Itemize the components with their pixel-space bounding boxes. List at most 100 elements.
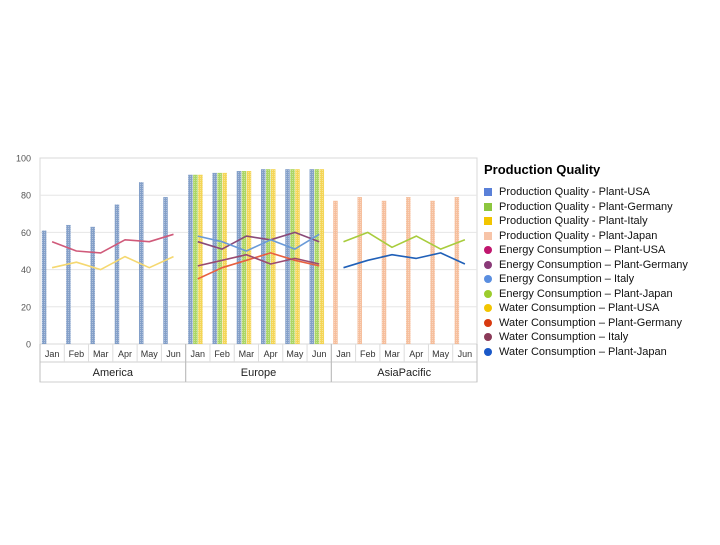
- legend-label: Water Consumption – Plant-Germany: [499, 316, 682, 329]
- legend: Production Quality Production Quality - …: [484, 162, 716, 359]
- group-label: America: [93, 367, 134, 379]
- y-tick-label: 0: [26, 340, 31, 350]
- legend-label: Water Consumption – Italy: [499, 331, 629, 344]
- bar-texture: [265, 169, 271, 344]
- bar-texture: [381, 200, 387, 344]
- bar-texture: [270, 169, 276, 344]
- legend-items: Production Quality - Plant-USA Productio…: [484, 185, 716, 359]
- x-tick-label: Feb: [360, 349, 376, 359]
- x-tick-label: Jun: [166, 349, 181, 359]
- x-tick-label: Jan: [191, 349, 206, 359]
- legend-label: Production Quality - Plant-Italy: [499, 215, 648, 228]
- bar-texture: [406, 197, 411, 344]
- legend-label: Production Quality - Plant-USA: [499, 186, 651, 199]
- bar-texture: [314, 169, 320, 344]
- series-line: [197, 253, 320, 267]
- x-tick-label: Feb: [69, 349, 85, 359]
- line-layer: [51, 231, 466, 280]
- x-tick-label: Jan: [336, 349, 351, 359]
- legend-item: Energy Consumption – Plant-USA: [484, 243, 716, 258]
- legend-swatch-8: [484, 304, 492, 313]
- series-line: [197, 252, 320, 280]
- bar-texture: [241, 171, 247, 344]
- legend-item: Production Quality - Plant-Italy: [484, 214, 716, 229]
- bar-texture: [66, 224, 71, 344]
- legend-swatch-6: [484, 275, 492, 284]
- legend-label: Energy Consumption – Plant-Germany: [499, 258, 688, 271]
- legend-item: Energy Consumption – Italy: [484, 272, 716, 287]
- legend-title: Production Quality: [484, 162, 601, 177]
- legend-swatch-0: [484, 188, 492, 197]
- legend-item: Water Consumption – Plant-Germany: [484, 316, 716, 331]
- x-tick-label: Feb: [214, 349, 230, 359]
- legend-label: Energy Consumption – Plant-Japan: [499, 287, 673, 300]
- bar-texture: [222, 172, 227, 344]
- y-tick-label: 20: [21, 302, 31, 312]
- legend-label: Water Consumption – Plant-USA: [499, 302, 660, 315]
- x-tick-label: Jun: [312, 349, 327, 359]
- bar-texture: [114, 204, 120, 344]
- bar-texture: [454, 197, 460, 344]
- legend-swatch-3: [484, 231, 492, 240]
- legend-label: Energy Consumption – Italy: [499, 273, 635, 286]
- group-label: Europe: [241, 367, 276, 379]
- y-tick-label: 40: [21, 265, 31, 275]
- series-line: [51, 255, 174, 271]
- legend-item: Production Quality - Plant-Germany: [484, 200, 716, 215]
- bar-texture: [236, 171, 242, 344]
- bar-texture: [138, 182, 144, 344]
- bar-texture: [260, 169, 266, 344]
- bar-texture: [193, 174, 198, 344]
- bar-texture: [246, 171, 252, 344]
- x-tick-label: May: [432, 349, 450, 359]
- y-tick-label: 80: [21, 191, 31, 201]
- bar-texture: [163, 197, 168, 344]
- legend-swatch-10: [484, 333, 492, 342]
- bar-texture: [285, 169, 290, 344]
- x-tick-label: May: [286, 349, 304, 359]
- x-tick-label: Jun: [458, 349, 473, 359]
- axis-layer: 0 20 40 60 80 100 Jan Feb Mar Apr May Jun America Jan…: [16, 154, 478, 383]
- x-tick-label: Apr: [118, 349, 132, 359]
- bar-texture: [198, 174, 203, 344]
- bar-texture: [430, 200, 435, 344]
- x-tick-label: May: [141, 349, 159, 359]
- bar-texture: [357, 197, 362, 344]
- y-tick-label: 60: [21, 228, 31, 238]
- series-line: [343, 231, 466, 250]
- legend-swatch-1: [484, 202, 492, 211]
- series-line: [197, 231, 320, 250]
- series-line: [51, 233, 174, 254]
- legend-swatch-5: [484, 260, 492, 269]
- x-tick-label: Apr: [264, 349, 278, 359]
- legend-item: Energy Consumption – Plant-Germany: [484, 258, 716, 273]
- x-tick-label: Mar: [93, 349, 109, 359]
- legend-label: Production Quality - Plant-Japan: [499, 229, 658, 242]
- bar-texture: [90, 226, 95, 344]
- bar-texture: [309, 169, 315, 344]
- y-tick-label: 100: [16, 154, 31, 164]
- bar-texture: [319, 169, 325, 344]
- bar-layer: [41, 169, 460, 344]
- bar-texture: [333, 200, 338, 344]
- legend-swatch-9: [484, 318, 492, 327]
- legend-item: Production Quality - Plant-Japan: [484, 229, 716, 244]
- bar-texture: [217, 172, 222, 344]
- bar-texture: [295, 169, 300, 344]
- legend-item: Water Consumption – Italy: [484, 330, 716, 345]
- bar-texture: [41, 230, 47, 344]
- x-tick-label: Mar: [239, 349, 255, 359]
- bar-texture: [290, 169, 295, 344]
- legend-item: Water Consumption – Plant-USA: [484, 301, 716, 316]
- x-tick-label: Mar: [384, 349, 400, 359]
- legend-label: Water Consumption – Plant-Japan: [499, 345, 667, 358]
- legend-swatch-4: [484, 246, 492, 255]
- legend-swatch-11: [484, 347, 492, 356]
- legend-item: Water Consumption – Plant-Japan: [484, 345, 716, 360]
- legend-item: Energy Consumption – Plant-Japan: [484, 287, 716, 302]
- legend-swatch-7: [484, 289, 492, 298]
- x-tick-label: Apr: [409, 349, 423, 359]
- legend-swatch-2: [484, 217, 492, 226]
